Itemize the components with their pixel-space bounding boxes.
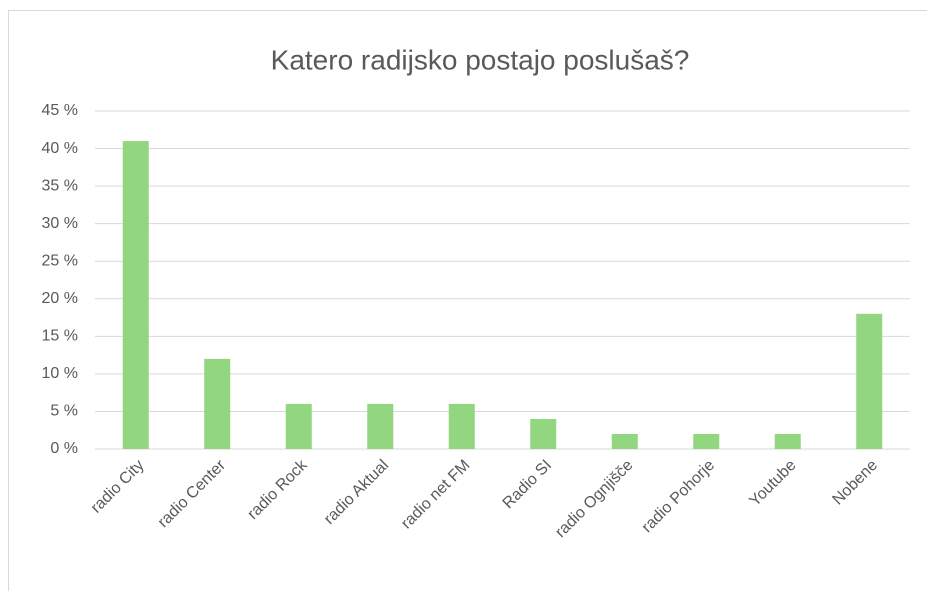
- bar: [122, 141, 149, 450]
- bar: [774, 433, 801, 449]
- y-tick-label: 20 %: [42, 290, 78, 307]
- y-tick-label: 10 %: [42, 365, 78, 382]
- y-tick-label: 45 %: [42, 102, 78, 119]
- y-tick-label: 40 %: [42, 140, 78, 157]
- bar: [204, 358, 231, 449]
- y-tick-label: 30 %: [42, 215, 78, 232]
- y-tick-label: 0 %: [50, 440, 78, 457]
- bar: [693, 433, 720, 449]
- bar: [530, 418, 557, 449]
- bar: [285, 403, 312, 449]
- y-tick-label: 5 %: [50, 403, 78, 420]
- bar: [611, 433, 638, 449]
- chart-title: Katero radijsko postajo poslušaš?: [271, 44, 690, 75]
- y-tick-label: 25 %: [42, 252, 78, 269]
- y-tick-label: 35 %: [42, 177, 78, 194]
- chart-border: [8, 10, 927, 591]
- bar: [367, 403, 394, 449]
- bar: [856, 313, 883, 449]
- y-tick-label: 15 %: [42, 328, 78, 345]
- bar: [448, 403, 475, 449]
